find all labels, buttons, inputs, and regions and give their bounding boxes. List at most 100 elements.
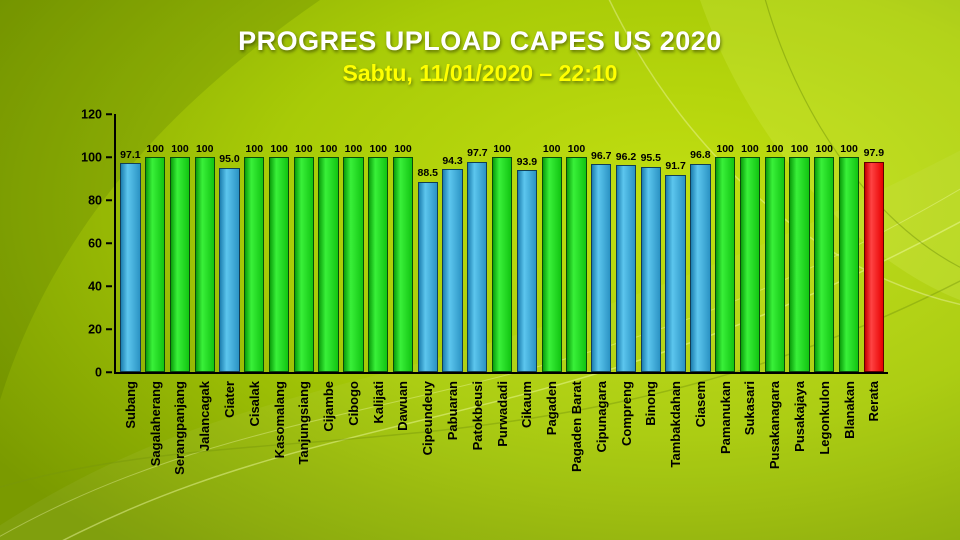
bar: [838, 157, 860, 372]
bar: [789, 157, 810, 372]
bar-slot: 100: [341, 114, 366, 372]
y-tick-label: 20: [88, 321, 102, 336]
bar: [467, 161, 488, 372]
category-label: Binong: [643, 381, 659, 426]
bar-value-label: 97.9: [863, 147, 885, 160]
bar: [541, 157, 562, 372]
bar-slot: 97.7: [465, 114, 490, 372]
bar: [194, 157, 215, 372]
bar-value-label: 100: [394, 142, 412, 155]
y-axis: 0 20 40 60 80 100 120: [72, 108, 114, 378]
category-label: Cipeundeuy: [420, 381, 436, 456]
category-slot: Subang: [118, 374, 143, 531]
bar: [516, 170, 538, 372]
category-slot: Patokbeusi: [465, 374, 490, 531]
plot-wrap: 0 20 40 60 80 100 120 97.1 100 100 100 95.0 100 100 1…: [72, 108, 888, 378]
bar-slot: 97.1: [118, 114, 143, 372]
bar-slot: 96.2: [614, 114, 639, 372]
bar-slot: 100: [539, 114, 564, 372]
bar-slot: 100: [738, 114, 763, 372]
bar: [690, 163, 711, 372]
category-label: Subang: [122, 381, 138, 429]
bar-value-label: 100: [493, 142, 511, 155]
bar: [615, 165, 637, 372]
bar-value-label: 100: [295, 142, 313, 155]
category-label: Kasomalang: [271, 381, 287, 459]
category-label: Pamanukan: [717, 381, 733, 454]
category-label: Blanakan: [841, 381, 857, 439]
bar: [665, 174, 686, 372]
category-slot: Rerata: [861, 374, 886, 531]
bar-value-label: 100: [270, 142, 288, 155]
category-slot: Cipunagara: [589, 374, 614, 531]
category-label: Sukasari: [742, 381, 758, 436]
bar-slot: 100: [316, 114, 341, 372]
category-label: Cikaum: [519, 381, 535, 428]
bar-value-label: 100: [146, 142, 164, 155]
bar-slot: 100: [391, 114, 416, 372]
category-label: Cipunagara: [593, 381, 609, 453]
category-slot: Blanakan: [837, 374, 862, 531]
bar: [566, 157, 587, 372]
category-slot: Legonkulon: [812, 374, 837, 531]
bar-value-label: 96.2: [615, 150, 637, 163]
bar: [640, 166, 661, 372]
category-label: Tambakdahan: [668, 381, 684, 468]
category-slot: Cikaum: [515, 374, 540, 531]
bar-slot: 100: [242, 114, 267, 372]
category-label: Pabuaran: [445, 381, 461, 441]
category-slot: Compreng: [614, 374, 639, 531]
category-label: Legonkulon: [816, 381, 832, 455]
category-slot: Pamanukan: [713, 374, 738, 531]
category-slot: Serangpanjang: [168, 374, 193, 531]
bar-slot: 93.9: [515, 114, 540, 372]
bar: [814, 157, 835, 372]
category-label: Tanjungsiang: [296, 381, 312, 465]
category-label: Rerata: [866, 381, 882, 422]
bar-value-label: 96.8: [690, 149, 711, 162]
bar-chart: 0 20 40 60 80 100 120 97.1 100 100 100 95.0 100 100 1…: [72, 108, 888, 531]
category-label: Serangpanjang: [172, 381, 188, 475]
bar-slot: 100: [490, 114, 515, 372]
bar-value-label: 100: [741, 142, 759, 155]
bar-value-label: 100: [245, 142, 264, 155]
category-slot: Cibogo: [341, 374, 366, 531]
bar-slot: 100: [267, 114, 292, 372]
bar-value-label: 100: [319, 142, 338, 155]
category-label: Sagalaherang: [147, 381, 163, 467]
category-slot: Pagaden Barat: [564, 374, 589, 531]
category-label: Jalancagak: [197, 381, 213, 452]
category-label: Compreng: [618, 381, 634, 446]
bar-value-label: 100: [344, 142, 363, 155]
bar: [293, 157, 315, 372]
bar-value-label: 95.0: [219, 153, 240, 166]
bar-value-label: 100: [815, 142, 834, 155]
bar-value-label: 100: [790, 142, 809, 155]
page-title: PROGRES UPLOAD CAPES US 2020: [238, 26, 722, 56]
category-label: Pusakajaya: [791, 381, 807, 452]
bar: [417, 181, 438, 372]
plot-area: 97.1 100 100 100 95.0 100 100 100 100 100 100 100 88…: [114, 114, 888, 374]
bar: [392, 157, 414, 372]
category-label: Ciasem: [692, 381, 708, 428]
y-tick-label: 80: [88, 192, 102, 207]
category-slot: Sagalaherang: [143, 374, 168, 531]
bar-value-label: 91.7: [665, 160, 686, 173]
category-slot: Ciater: [217, 374, 242, 531]
bar-slot: 96.7: [589, 114, 614, 372]
bar-slot: 95.0: [217, 114, 242, 372]
bar-slot: 100: [837, 114, 862, 372]
y-tick-label: 40: [88, 278, 102, 293]
category-slot: Ciasem: [688, 374, 713, 531]
category-label: Cisalak: [246, 381, 262, 427]
bar-value-label: 100: [716, 142, 734, 155]
bar: [120, 163, 141, 372]
category-slot: Jalancagak: [192, 374, 217, 531]
bar: [863, 161, 884, 372]
category-label: Pagaden: [544, 381, 560, 436]
bars: 97.1 100 100 100 95.0 100 100 100 100 100 100 100 88…: [116, 114, 888, 372]
bar: [268, 157, 290, 372]
y-tick-label: 0: [95, 364, 102, 379]
category-slot: Purwadadi: [490, 374, 515, 531]
